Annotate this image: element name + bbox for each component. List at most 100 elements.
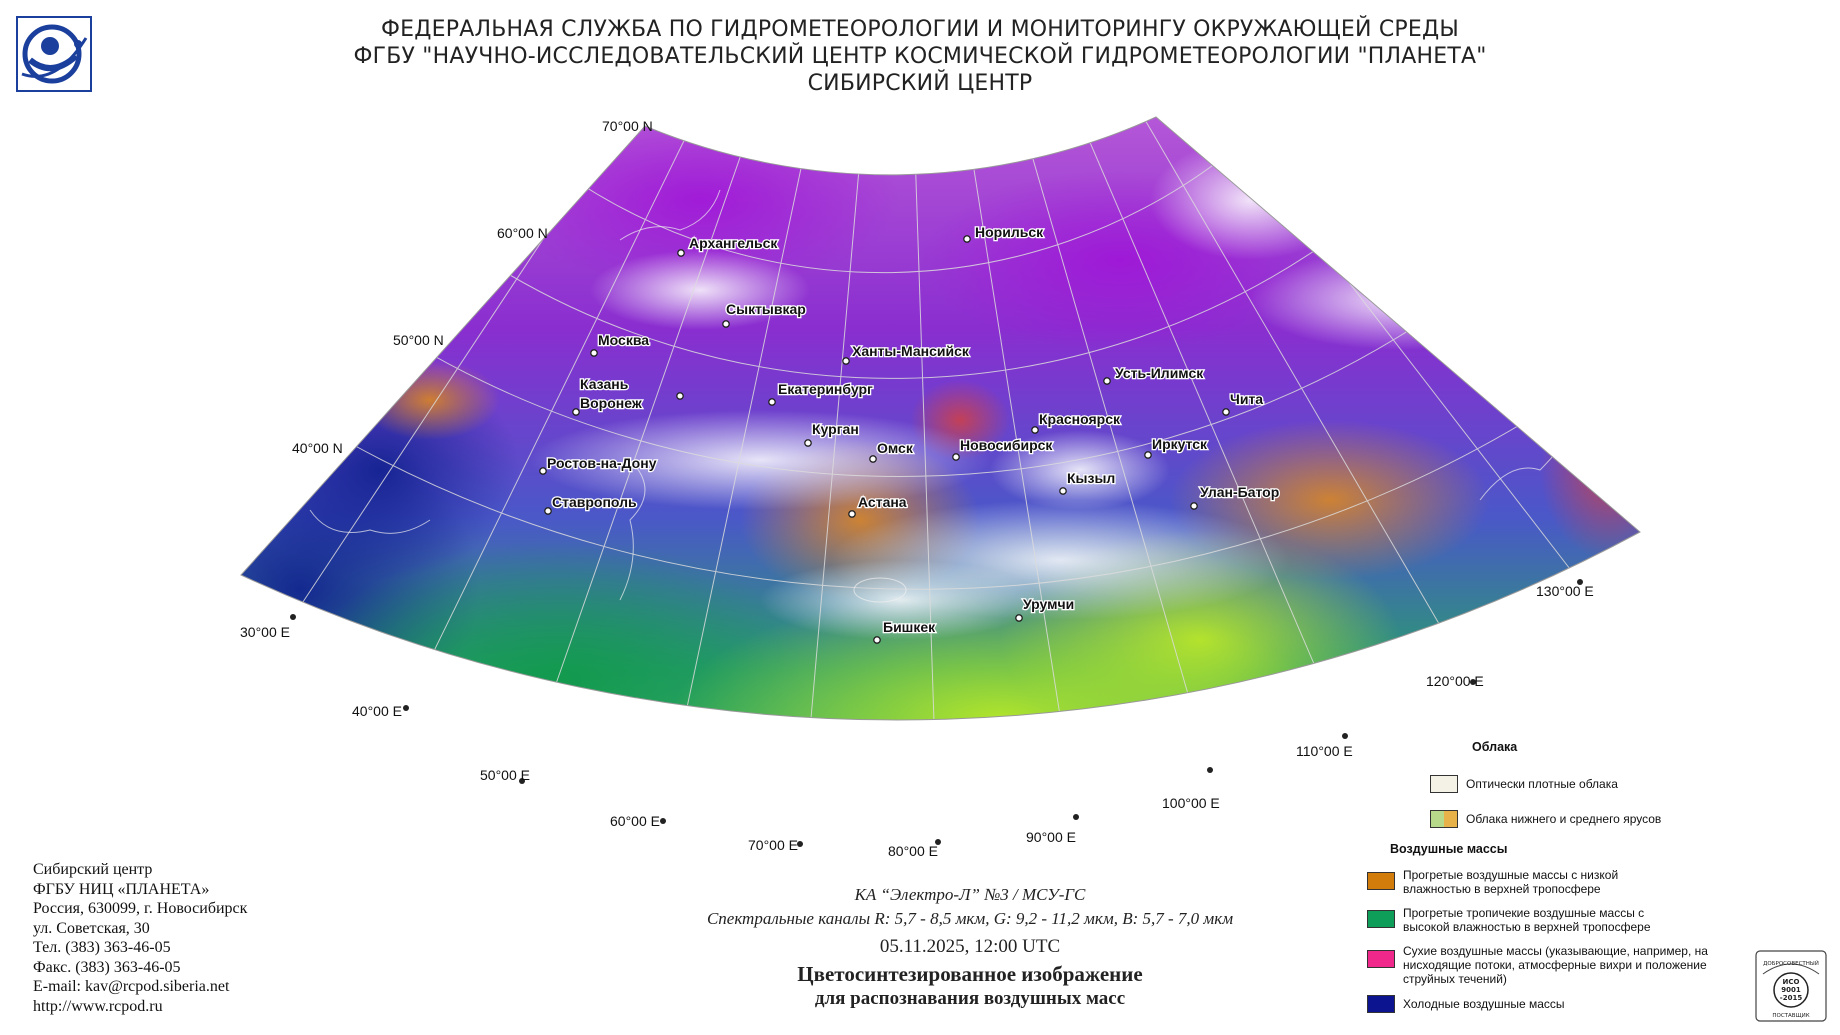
city-dot bbox=[848, 510, 856, 518]
city-dot bbox=[572, 408, 580, 416]
city-dot bbox=[544, 507, 552, 515]
city-label: Сыктывкар bbox=[726, 301, 806, 317]
city-dot bbox=[1190, 502, 1198, 510]
city-label: Ханты-Мансийск bbox=[852, 343, 970, 359]
city-label: Екатеринбург bbox=[778, 381, 873, 397]
legend-label: Холодные воздушные массы bbox=[1403, 997, 1565, 1011]
city-label: Новосибирск bbox=[960, 437, 1053, 453]
city-label: Архангельск bbox=[689, 235, 778, 251]
legend-swatch bbox=[1367, 910, 1395, 928]
city-label: Курган bbox=[812, 421, 859, 437]
city-label: Ставрополь bbox=[552, 494, 637, 510]
lon-label-80: 80°00 E bbox=[888, 843, 938, 859]
iso-bottom-text: ПОСТАВЩИК bbox=[1772, 1013, 1809, 1019]
legend-swatch bbox=[1367, 995, 1395, 1013]
lat-label-60: 60°00 N bbox=[497, 225, 548, 241]
lat-label-70: 70°00 N bbox=[602, 118, 653, 134]
contact-line: Сибирский центр bbox=[33, 861, 153, 878]
city-dot bbox=[1031, 426, 1039, 434]
lon-label-40: 40°00 E bbox=[352, 703, 402, 719]
city-dot bbox=[539, 467, 547, 475]
contact-email[interactable]: E-mail: kav@rcpod.siberia.net bbox=[33, 978, 230, 995]
city-dot bbox=[869, 455, 877, 463]
legend-swatch bbox=[1430, 810, 1458, 828]
city-label: Ростов-на-Дону bbox=[547, 455, 657, 471]
lon-label-100: 100°00 E bbox=[1162, 795, 1220, 811]
legend-item-dense-clouds: Оптически плотные облака bbox=[1430, 775, 1826, 793]
caption-title-1: Цветосинтезированное изображение bbox=[797, 962, 1143, 986]
city-label: Казань bbox=[580, 376, 629, 392]
city-dot bbox=[677, 249, 685, 257]
planeta-logo bbox=[16, 16, 92, 92]
lon-label-30: 30°00 E bbox=[240, 624, 290, 640]
lon-label-50: 50°00 E bbox=[480, 767, 530, 783]
city-label: Урумчи bbox=[1023, 596, 1074, 612]
legend-label: Прогретые воздушные массы с низкой влажн… bbox=[1403, 868, 1619, 896]
city-label: Улан-Батор bbox=[1200, 484, 1279, 500]
city-dot bbox=[590, 349, 598, 357]
legend-swatch bbox=[1430, 775, 1458, 793]
lon-label-60: 60°00 E bbox=[610, 813, 660, 829]
city-label: Иркутск bbox=[1152, 436, 1208, 452]
city-dot bbox=[842, 357, 850, 365]
legend-label: Прогретые тропичекие воздушные массы с в… bbox=[1403, 906, 1651, 934]
city-dot bbox=[952, 453, 960, 461]
contact-info: Сибирский центр ФГБУ НИЦ «ПЛАНЕТА» Росси… bbox=[33, 860, 247, 1016]
lat-label-40: 40°00 N bbox=[292, 440, 343, 456]
city-dot bbox=[873, 636, 881, 644]
header-line-3: СИБИРСКИЙ ЦЕНТР bbox=[807, 71, 1033, 96]
legend-swatch bbox=[1367, 872, 1395, 890]
city-dot bbox=[804, 439, 812, 447]
lon-label-120: 120°00 E bbox=[1426, 673, 1484, 689]
legend-swatch bbox=[1367, 950, 1395, 968]
city-dot bbox=[1103, 377, 1111, 385]
legend-item-cold: Холодные воздушные массы bbox=[1367, 995, 1763, 1013]
iso-line-3: -2015 bbox=[1780, 994, 1803, 1002]
iso-top-text: ДОБРОСОВЕСТНЫЙ bbox=[1763, 960, 1819, 967]
city-label: Астана bbox=[858, 494, 907, 510]
legend-label: Оптически плотные облака bbox=[1466, 777, 1618, 791]
city-dot bbox=[722, 320, 730, 328]
lon-label-70: 70°00 E bbox=[748, 837, 798, 853]
city-markers: Архангельск Норильск Сыктывкар Москва Ханты-… bbox=[539, 223, 1281, 644]
city-dot bbox=[1144, 451, 1152, 459]
city-dot bbox=[1059, 487, 1067, 495]
legend-item-warm-tropical: Прогретые тропичекие воздушные массы с в… bbox=[1367, 906, 1658, 934]
caption-datetime: 05.11.2025, 12:00 UTC bbox=[879, 936, 1061, 957]
legend: Облака Оптически плотные облака Облака н… bbox=[1350, 730, 1830, 1030]
header-line-1: ФЕДЕРАЛЬНАЯ СЛУЖБА ПО ГИДРОМЕТЕОРОЛОГИИ … bbox=[381, 17, 1459, 42]
contact-website[interactable]: http://www.rcpod.ru bbox=[33, 997, 163, 1015]
city-label: Москва bbox=[598, 332, 649, 348]
legend-item-warm-dry: Прогретые воздушные массы с низкой влажн… bbox=[1367, 868, 1648, 896]
header-line-2: ФГБУ "НАУЧНО-ИССЛЕДОВАТЕЛЬСКИЙ ЦЕНТР КОС… bbox=[353, 44, 1487, 69]
city-label: Омск bbox=[877, 440, 914, 456]
caption-satellite: КА “Электро-Л” №3 / МСУ-ГС bbox=[854, 885, 1086, 904]
legend-item-low-mid-clouds: Облака нижнего и среднего ярусов bbox=[1430, 810, 1826, 828]
legend-airmasses-title: Воздушные массы bbox=[1390, 842, 1508, 856]
city-dot bbox=[963, 235, 971, 243]
contact-line: Россия, 630099, г. Новосибирск bbox=[33, 900, 248, 917]
city-label: Усть-Илимск bbox=[1115, 365, 1204, 381]
city-dot bbox=[1222, 408, 1230, 416]
city-dot bbox=[1015, 614, 1023, 622]
iso-line-2: 9001 bbox=[1781, 986, 1801, 994]
city-dot bbox=[768, 398, 776, 406]
city-label: Чита bbox=[1230, 391, 1263, 407]
lat-label-50: 50°00 N bbox=[393, 332, 444, 348]
caption-title-2: для распознавания воздушных масс bbox=[814, 988, 1126, 1009]
legend-clouds-title: Облака bbox=[1472, 740, 1518, 754]
caption-channels: Спектральные каналы R: 5,7 - 8,5 мкм, G:… bbox=[706, 909, 1234, 928]
legend-label: Сухие воздушные массы (указывающие, напр… bbox=[1403, 944, 1708, 986]
lon-label-90: 90°00 E bbox=[1026, 829, 1076, 845]
contact-line: ул. Советская, 30 bbox=[33, 919, 150, 937]
city-label: Кызыл bbox=[1067, 470, 1115, 486]
contact-line: ФГБУ НИЦ «ПЛАНЕТА» bbox=[33, 880, 210, 898]
iso-certification-badge: ДОБРОСОВЕСТНЫЙ ИСО 9001 -2015 ПОСТАВЩИК bbox=[1755, 950, 1827, 1022]
city-label: Воронеж bbox=[580, 395, 643, 411]
city-dot bbox=[676, 392, 684, 400]
lon-label-130: 130°00 E bbox=[1536, 583, 1594, 599]
legend-item-dry: Сухие воздушные массы (указывающие, напр… bbox=[1367, 944, 1753, 986]
lon-label-110: 110°00 E bbox=[1296, 743, 1353, 759]
city-label: Красноярск bbox=[1039, 411, 1121, 427]
